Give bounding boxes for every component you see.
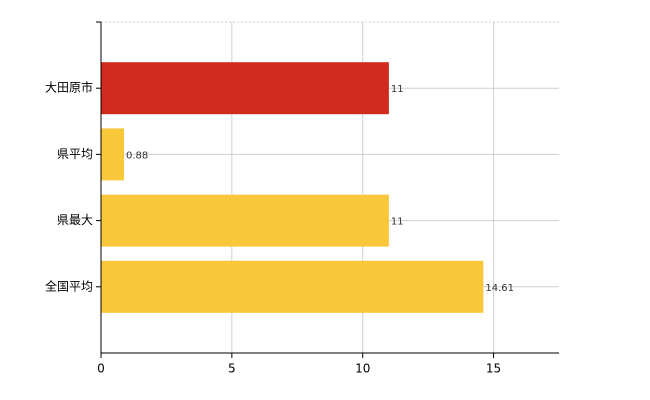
y-tick-label: 県平均 xyxy=(57,147,93,161)
y-tick-label: 大田原市 xyxy=(45,80,93,95)
bar xyxy=(101,194,389,247)
value-label: 11 xyxy=(391,217,404,228)
x-tick-label: 10 xyxy=(355,362,370,376)
value-label: 11 xyxy=(391,84,404,95)
x-tick-label: 5 xyxy=(228,362,236,376)
y-tick-label: 県最大 xyxy=(57,213,93,227)
value-label: 0.88 xyxy=(126,150,148,161)
bar xyxy=(101,62,389,115)
y-tick-label: 全国平均 xyxy=(45,278,93,293)
value-label: 14.61 xyxy=(485,283,514,294)
x-tick-label: 0 xyxy=(97,362,105,376)
bar xyxy=(101,128,125,181)
bar xyxy=(101,260,484,313)
x-tick-label: 15 xyxy=(486,362,501,376)
